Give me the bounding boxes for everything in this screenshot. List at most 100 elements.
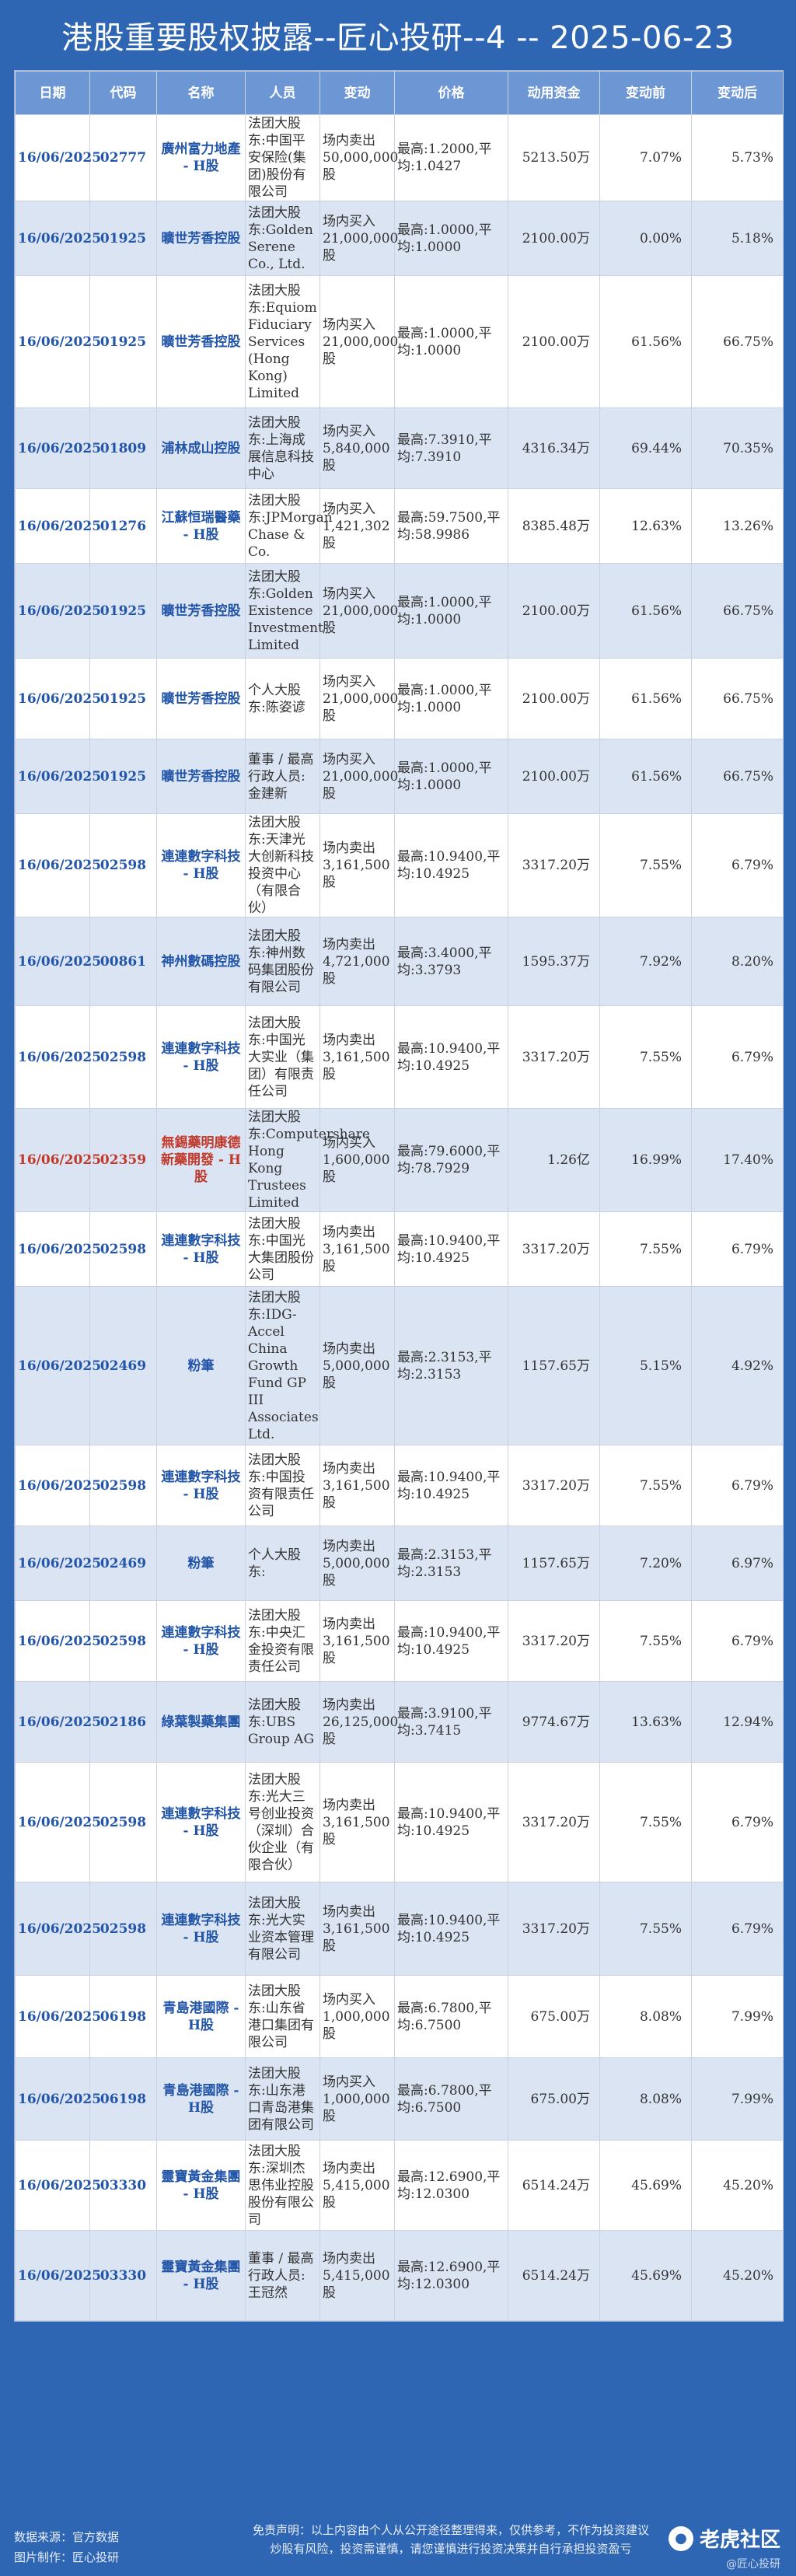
cell-change: 场内卖出5,415,000股 xyxy=(319,2230,395,2321)
cell-code: 02598 xyxy=(89,1882,157,1976)
cell-code: 06198 xyxy=(89,2057,157,2141)
cell-person: 法团大股东:中央汇金投资有限责任公司 xyxy=(245,1600,320,1682)
cell-code: 02598 xyxy=(89,1600,157,1682)
cell-before: 8.08% xyxy=(599,2057,692,2141)
tiger-community-logo: ● 老虎社区 xyxy=(656,2524,780,2553)
column-header-amount: 动用资金 xyxy=(508,71,600,115)
table-row: 16/06/2025 01925 曠世芳香控股 法团大股东:Golden Serene… xyxy=(15,201,784,276)
cell-before: 7.55% xyxy=(599,1445,692,1526)
cell-price: 最高:10.9400,平均:10.4925 xyxy=(394,813,508,918)
cell-code: 02598 xyxy=(89,1005,157,1109)
column-header-change: 变动 xyxy=(319,71,395,115)
cell-name: 靈寶黃金集團 - H股 xyxy=(156,2140,246,2231)
cell-amount: 4316.34万 xyxy=(508,407,600,489)
cell-name: 靈寶黃金集團 - H股 xyxy=(156,2230,246,2321)
cell-amount: 3317.20万 xyxy=(508,1882,600,1976)
table-row: 16/06/2025 02777 廣州富力地產 - H股 法团大股东:中国平安保险(集… xyxy=(15,114,784,201)
table-row: 16/06/2025 02469 粉筆 法团大股东:IDG-Accel China G… xyxy=(15,1286,784,1445)
cell-price: 最高:7.3910,平均:7.3910 xyxy=(394,407,508,489)
table-row: 16/06/2025 02469 粉筆 个人大股东: 场内卖出5,000,000股 最高:… xyxy=(15,1526,784,1601)
cell-name: 曠世芳香控股 xyxy=(156,201,246,276)
cell-before: 61.56% xyxy=(599,658,692,739)
cell-amount: 6514.24万 xyxy=(508,2230,600,2321)
cell-price: 最高:12.6900,平均:12.0300 xyxy=(394,2140,508,2231)
cell-change: 场内卖出3,161,500股 xyxy=(319,1882,395,1976)
table-row: 16/06/2025 00861 神州數碼控股 法团大股东:神州数码集团股份有限公司场… xyxy=(15,917,784,1006)
cell-price: 最高:10.9400,平均:10.4925 xyxy=(394,1882,508,1976)
cell-after: 7.99% xyxy=(691,1975,784,2058)
table-row: 16/06/2025 02598 連連數字科技 - H股 法团大股东:中央汇金投资有限… xyxy=(15,1600,784,1682)
cell-change: 场内买入21,000,000股 xyxy=(319,563,398,659)
cell-after: 6.79% xyxy=(691,1211,784,1287)
cell-before: 12.63% xyxy=(599,488,692,564)
table-row: 16/06/2025 01276 江蘇恒瑞醫藥 - H股 法团大股东:JPMorgan… xyxy=(15,488,784,564)
cell-before: 7.55% xyxy=(599,813,692,918)
table-row: 16/06/2025 02598 連連數字科技 - H股 法团大股东:天津光大创新科技… xyxy=(15,813,784,918)
cell-after: 6.79% xyxy=(691,1762,784,1882)
cell-change: 场内买入5,840,000股 xyxy=(319,407,395,489)
cell-date: 16/06/2025 xyxy=(15,275,101,408)
cell-after: 8.20% xyxy=(691,917,784,1006)
cell-before: 16.99% xyxy=(599,1108,692,1212)
cell-person: 法团大股东:Golden Serene Co., Ltd. xyxy=(245,201,320,276)
cell-after: 6.79% xyxy=(691,1600,784,1682)
table-row: 16/06/2025 06198 青島港國際 - H股 法团大股东:山东港口青岛港集团… xyxy=(15,2057,784,2141)
page-title: 港股重要股权披露--匠心投研--4 -- 2025-06-23 xyxy=(61,20,735,56)
cell-code: 02598 xyxy=(89,1211,157,1287)
cell-date: 16/06/2025 xyxy=(15,563,101,659)
column-header-after: 变动后 xyxy=(691,71,784,115)
cell-person: 法团大股东:中国光大实业（集团）有限责任公司 xyxy=(245,1005,320,1109)
cell-person: 法团大股东:JPMorgan Chase & Co. xyxy=(245,488,333,564)
footer-source-data: 数据来源：官方数据 xyxy=(14,2530,120,2544)
cell-price: 最高:1.0000,平均:1.0000 xyxy=(394,275,508,408)
cell-name: 曠世芳香控股 xyxy=(156,563,246,659)
cell-price: 最高:10.9400,平均:10.4925 xyxy=(394,1005,508,1109)
cell-name: 連連數字科技 - H股 xyxy=(156,1882,246,1976)
column-header-code: 代码 xyxy=(89,71,157,115)
cell-code: 01925 xyxy=(89,275,157,408)
cell-change: 场内卖出3,161,500股 xyxy=(319,1005,395,1109)
cell-code: 03330 xyxy=(89,2230,157,2321)
disclosure-table-container: 日期 代码 名称 人员 变动 价格 动用资金 变动前 变动后 16/06/2025 02777 廣州… xyxy=(14,70,784,2322)
cell-date: 16/06/2025 xyxy=(15,1108,101,1212)
table-row: 16/06/2025 03330 靈寶黃金集團 - H股 董事 / 最高行政人员:王冠… xyxy=(15,2230,784,2321)
cell-code: 01925 xyxy=(89,658,157,739)
cell-code: 02469 xyxy=(89,1526,157,1601)
cell-person: 法团大股东:中国光大集团股份公司 xyxy=(245,1211,320,1287)
cell-amount: 3317.20万 xyxy=(508,1762,600,1882)
cell-name: 連連數字科技 - H股 xyxy=(156,1211,246,1287)
cell-price: 最高:3.4000,平均:3.3793 xyxy=(394,917,508,1006)
cell-amount: 8385.48万 xyxy=(508,488,600,564)
logo-text: 老虎社区 xyxy=(699,2529,780,2552)
cell-after: 6.79% xyxy=(691,1882,784,1976)
cell-person: 法团大股东:上海成展信息科技中心 xyxy=(245,407,320,489)
cell-change: 场内卖出5,000,000股 xyxy=(319,1526,395,1601)
cell-after: 66.75% xyxy=(691,275,784,408)
cell-after: 70.35% xyxy=(691,407,784,489)
column-header-person: 人员 xyxy=(245,71,320,115)
table-row: 16/06/2025 01809 浦林成山控股 法团大股东:上海成展信息科技中心 场内买… xyxy=(15,407,784,489)
cell-after: 66.75% xyxy=(691,563,784,659)
cell-code: 03330 xyxy=(89,2140,157,2231)
cell-amount: 1595.37万 xyxy=(508,917,600,1006)
disclosure-table: 日期 代码 名称 人员 变动 价格 动用资金 变动前 变动后 16/06/2025 02777 廣州… xyxy=(15,71,784,2321)
cell-code: 01925 xyxy=(89,563,157,659)
cell-code: 06198 xyxy=(89,1975,157,2058)
table-row: 16/06/2025 02598 連連數字科技 - H股 法团大股东:光大实业资本管理… xyxy=(15,1882,784,1976)
cell-price: 最高:1.0000,平均:1.0000 xyxy=(394,563,508,659)
cell-before: 0.00% xyxy=(599,201,692,276)
column-header-price: 价格 xyxy=(394,71,508,115)
cell-person: 法团大股东:深圳杰思伟业控股股份有限公司 xyxy=(245,2140,320,2231)
footer: 数据来源：官方数据 图片制作：匠心投研 免责声明：以上内容由个人从公开途径整理得… xyxy=(0,2510,796,2576)
cell-person: 法团大股东:光大实业资本管理有限公司 xyxy=(245,1882,320,1976)
cell-price: 最高:10.9400,平均:10.4925 xyxy=(394,1762,508,1882)
cell-date: 16/06/2025 xyxy=(15,2230,101,2321)
cell-amount: 675.00万 xyxy=(508,2057,600,2141)
cell-after: 45.20% xyxy=(691,2230,784,2321)
table-row: 16/06/2025 01925 曠世芳香控股 董事 / 最高行政人员:金建新 场内买入… xyxy=(15,739,784,814)
cell-date: 16/06/2025 xyxy=(15,1211,101,1287)
cell-amount: 5213.50万 xyxy=(508,114,600,201)
cell-name: 青島港國際 - H股 xyxy=(156,2057,246,2141)
cell-date: 16/06/2025 xyxy=(15,1882,101,1976)
cell-amount: 1157.65万 xyxy=(508,1526,600,1601)
